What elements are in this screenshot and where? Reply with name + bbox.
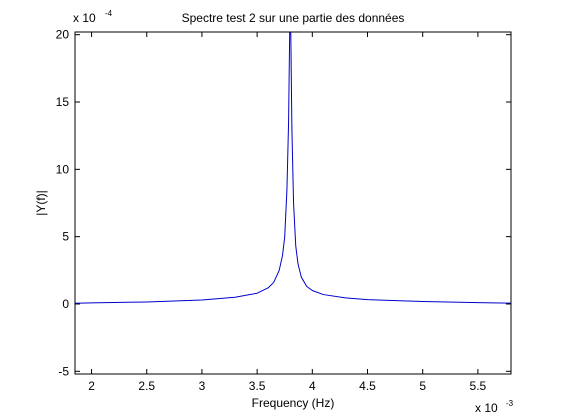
chart-title: Spectre test 2 sur une partie des donnée…	[182, 11, 405, 25]
y-axis-label: |Y(f)|	[34, 190, 48, 216]
x-tick-label: 5.5	[470, 379, 487, 393]
y-axis-multiplier: x 10 -4	[73, 9, 113, 25]
x-axis-multiplier: x 10 -3	[475, 399, 514, 415]
x-tick-label: 2.5	[138, 379, 155, 393]
x-multiplier-exponent: -3	[506, 399, 514, 408]
plot-series-group	[75, 32, 511, 304]
spectrum-series-line	[75, 32, 511, 304]
x-multiplier-base: x 10	[475, 401, 498, 415]
x-tick-label: 3	[199, 379, 206, 393]
x-tick-label: 5	[419, 379, 426, 393]
x-tick-label: 4.5	[359, 379, 376, 393]
y-tick-label: -5	[58, 364, 69, 378]
y-tick-label: 20	[56, 28, 70, 42]
y-tick-label: 15	[56, 95, 70, 109]
y-multiplier-exponent: -4	[105, 9, 113, 18]
x-tick-label: 3.5	[249, 379, 266, 393]
x-tick-label: 2	[88, 379, 95, 393]
y-tick-label: 5	[62, 230, 69, 244]
y-tick-label: 0	[62, 297, 69, 311]
y-tick-label: 10	[56, 162, 70, 176]
plot-area-frame	[74, 31, 512, 375]
x-axis-label: Frequency (Hz)	[252, 396, 335, 410]
x-tick-label: 4	[309, 379, 316, 393]
y-multiplier-base: x 10	[73, 11, 96, 25]
ticks-layer: 2 2.5 3 3.5 4 4.5 5 5.5 -5 0 5 10 15 20	[56, 28, 511, 393]
